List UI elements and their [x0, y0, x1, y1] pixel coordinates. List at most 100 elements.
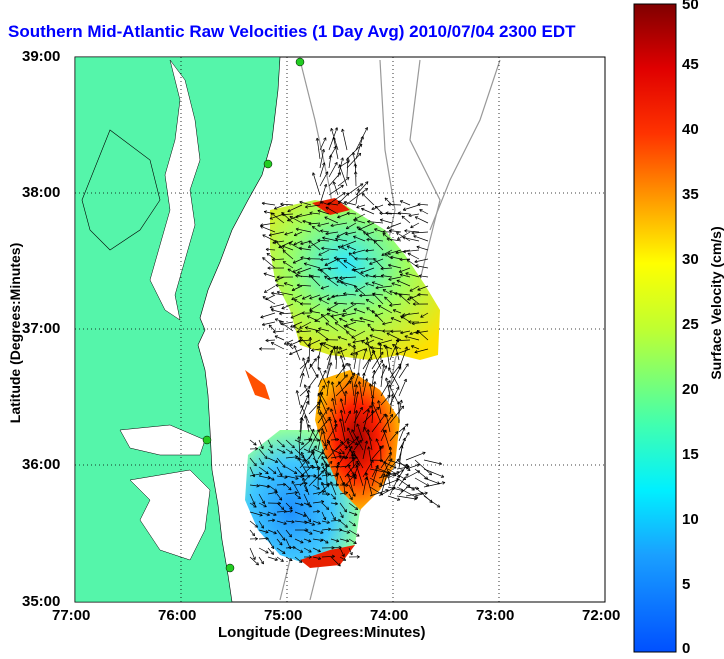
velocity-arrow	[249, 502, 257, 508]
velocity-arrow-head	[261, 201, 265, 204]
velocity-arrow	[308, 240, 321, 248]
velocity-arrow-head	[251, 534, 255, 537]
velocity-arrow-head	[329, 154, 332, 158]
velocity-arrow	[317, 267, 330, 271]
velocity-arrow	[303, 529, 313, 535]
velocity-arrow-head	[389, 303, 393, 306]
velocity-arrow	[268, 324, 276, 332]
velocity-arrow	[384, 296, 393, 305]
velocity-arrow-head	[336, 234, 339, 238]
velocity-arrow	[402, 204, 420, 211]
velocity-arrow	[373, 240, 384, 251]
velocity-arrow-head	[371, 401, 375, 404]
velocity-arrow-head	[301, 549, 304, 553]
velocity-arrow-head	[339, 277, 343, 280]
velocity-arrow-head	[338, 461, 340, 466]
velocity-arrow-head	[265, 249, 269, 252]
velocity-arrow-head	[297, 497, 301, 500]
velocity-arrow-head	[295, 478, 299, 480]
velocity-arrow	[371, 413, 386, 433]
velocity-arrow-head	[301, 456, 305, 459]
velocity-arrow	[285, 556, 293, 562]
velocity-arrow	[325, 206, 339, 215]
velocity-arrow-head	[361, 183, 364, 187]
velocity-arrow-head	[317, 465, 321, 469]
velocity-arrow-head	[280, 497, 283, 501]
velocity-arrow	[417, 285, 429, 291]
velocity-arrow-head	[322, 236, 326, 238]
velocity-arrow-head	[321, 462, 323, 466]
velocity-arrow	[367, 221, 384, 224]
velocity-arrow-head	[260, 526, 264, 529]
velocity-arrow-head	[311, 449, 315, 453]
velocity-arrow-head	[369, 261, 372, 265]
velocity-arrow-head	[383, 345, 386, 348]
velocity-arrow	[264, 285, 276, 293]
velocity-arrow-head	[383, 461, 385, 465]
velocity-arrow-head	[300, 257, 304, 260]
velocity-arrow-head	[297, 270, 300, 274]
velocity-arrow	[380, 219, 393, 224]
velocity-arrow	[369, 383, 373, 397]
velocity-arrow-head	[347, 427, 351, 430]
velocity-arrow-head	[320, 229, 324, 232]
velocity-arrow	[335, 238, 348, 242]
velocity-arrow-head	[347, 440, 351, 444]
velocity-arrow	[395, 348, 411, 355]
velocity-arrow	[351, 453, 355, 469]
velocity-arrow-head	[338, 520, 341, 523]
velocity-arrow-head	[366, 336, 370, 340]
velocity-arrow-head	[391, 282, 395, 284]
velocity-arrow-head	[339, 528, 343, 531]
velocity-arrow-head	[378, 343, 381, 347]
velocity-arrow-head	[441, 474, 445, 478]
velocity-arrow	[378, 486, 396, 497]
velocity-arrow-head	[310, 449, 313, 453]
velocity-arrow	[369, 468, 391, 474]
velocity-arrow	[348, 439, 359, 445]
velocity-arrow-head	[368, 446, 371, 450]
velocity-arrow-head	[396, 280, 399, 283]
velocity-arrow	[375, 285, 393, 289]
velocity-arrow-head	[308, 438, 312, 442]
velocity-arrow-head	[279, 474, 283, 477]
velocity-arrow-head	[402, 405, 405, 409]
velocity-arrow	[258, 475, 271, 479]
velocity-arrow-head	[266, 455, 268, 459]
velocity-arrow	[249, 556, 259, 566]
velocity-arrow	[291, 294, 303, 300]
velocity-arrow-head	[388, 446, 391, 450]
velocity-arrow-head	[339, 418, 343, 422]
velocity-arrow-head	[338, 545, 342, 548]
velocity-arrow	[352, 249, 366, 254]
velocity-arrow	[351, 330, 366, 339]
velocity-arrow	[350, 348, 366, 356]
velocity-arrow-head	[402, 236, 406, 238]
velocity-arrow-head	[317, 558, 321, 560]
velocity-arrow	[330, 556, 341, 567]
radar-station-marker	[225, 563, 235, 573]
velocity-arrow	[342, 303, 357, 312]
velocity-arrow	[330, 546, 342, 549]
velocity-arrow-head	[333, 181, 337, 184]
velocity-arrow-head	[389, 290, 393, 292]
velocity-arrow-head	[341, 554, 345, 557]
velocity-arrow-head	[311, 350, 315, 352]
velocity-arrow-head	[399, 294, 403, 296]
velocity-arrow	[330, 538, 340, 542]
velocity-arrow-head	[397, 431, 399, 435]
velocity-arrow-head	[342, 128, 345, 132]
velocity-arrow	[405, 492, 424, 497]
velocity-arrow	[331, 398, 337, 415]
velocity-arrow-head	[281, 211, 285, 214]
velocity-arrow-head	[382, 231, 386, 234]
velocity-arrow-head	[355, 441, 359, 445]
velocity-arrow	[267, 484, 278, 492]
velocity-arrow	[317, 355, 319, 370]
velocity-arrow	[400, 274, 411, 278]
velocity-arrow-head	[279, 311, 283, 315]
velocity-arrow-head	[282, 538, 286, 541]
velocity-arrow	[416, 330, 429, 341]
velocity-arrow-head	[388, 230, 392, 233]
velocity-arrow	[328, 172, 341, 187]
